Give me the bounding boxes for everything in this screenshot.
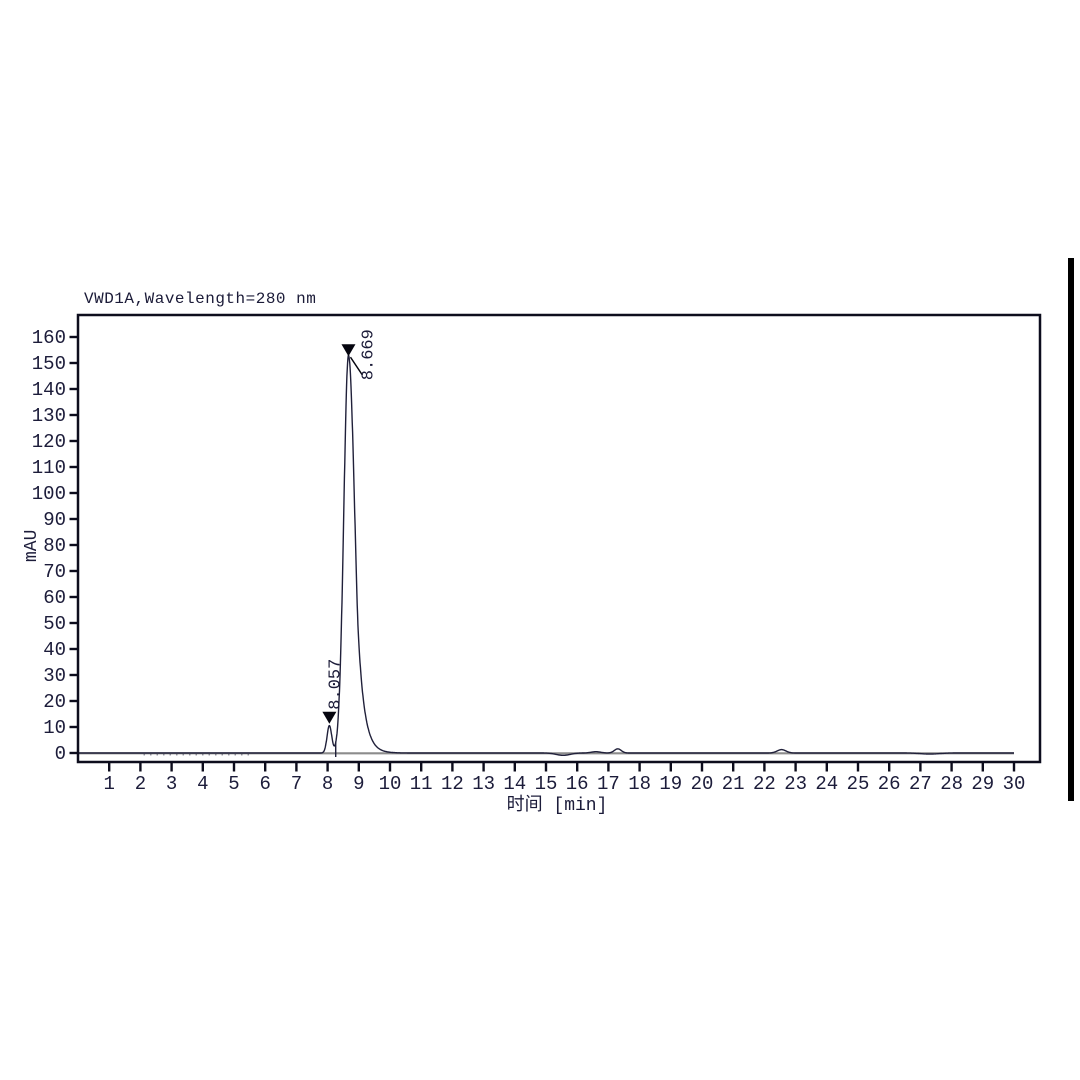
x-tick-label: 16 <box>566 773 589 795</box>
x-tick-label: 28 <box>940 773 963 795</box>
x-tick-label: 29 <box>971 773 994 795</box>
x-tick-label: 18 <box>628 773 651 795</box>
x-tick-label: 23 <box>784 773 807 795</box>
x-tick-label: 5 <box>228 773 239 795</box>
y-tick-label: 110 <box>32 457 66 479</box>
y-tick-label: 60 <box>43 587 66 609</box>
x-tick-label: 11 <box>410 773 433 795</box>
y-tick-label: 40 <box>43 639 66 661</box>
peak-marker-icon <box>322 711 337 724</box>
y-axis-title: mAU <box>22 530 42 562</box>
x-tick-label: 20 <box>691 773 714 795</box>
x-tick-label: 27 <box>909 773 932 795</box>
y-tick-label: 120 <box>32 431 66 453</box>
x-tick-label: 6 <box>259 773 270 795</box>
y-tick-label: 30 <box>43 665 66 687</box>
peak-retention-label: 8.057 <box>326 659 345 710</box>
x-tick-label: 14 <box>503 773 526 795</box>
x-tick-label: 7 <box>291 773 302 795</box>
y-tick-label: 20 <box>43 691 66 713</box>
y-tick-label: 140 <box>32 379 66 401</box>
y-tick-label: 50 <box>43 613 66 635</box>
scan-edge-artifact <box>1068 258 1074 801</box>
peak-marker-icon <box>341 344 356 357</box>
x-tick-label: 15 <box>535 773 558 795</box>
x-tick-label: 25 <box>847 773 870 795</box>
x-tick-label: 10 <box>379 773 402 795</box>
x-tick-label: 1 <box>103 773 114 795</box>
y-tick-label: 70 <box>43 561 66 583</box>
x-tick-label: 3 <box>166 773 177 795</box>
x-tick-label: 19 <box>659 773 682 795</box>
x-tick-label: 21 <box>722 773 745 795</box>
x-tick-label: 13 <box>472 773 495 795</box>
y-tick-label: 130 <box>32 405 66 427</box>
x-tick-label: 17 <box>597 773 620 795</box>
y-tick-label: 100 <box>32 483 66 505</box>
x-tick-label: 30 <box>1003 773 1026 795</box>
chart-title: VWD1A,Wavelength=280 nm <box>84 290 316 308</box>
y-tick-label: 0 <box>55 743 66 765</box>
x-tick-label: 24 <box>815 773 838 795</box>
x-tick-label: 8 <box>322 773 333 795</box>
plot-border <box>76 313 1042 764</box>
plot-area: 1 2 3 4 5 6 7 8 9 10 11 12 13 14 15 16 17 18 19 20 21 22 23 24 2… <box>32 327 1026 795</box>
x-tick-label: 4 <box>197 773 208 795</box>
x-tick-label: 12 <box>441 773 464 795</box>
y-tick-label: 160 <box>32 327 66 349</box>
y-tick-label: 150 <box>32 353 66 375</box>
peak-retention-label: 8.669 <box>359 329 378 380</box>
x-axis-title: 时间 [min] <box>507 794 608 816</box>
peak-label-leader <box>349 356 364 376</box>
y-tick-label: 80 <box>43 535 66 557</box>
x-tick-label: 2 <box>135 773 146 795</box>
y-tick-label: 10 <box>43 717 66 739</box>
y-tick-label: 90 <box>43 509 66 531</box>
x-tick-label: 9 <box>353 773 364 795</box>
x-tick-label: 26 <box>878 773 901 795</box>
x-tick-label: 22 <box>753 773 776 795</box>
signal-trace <box>77 354 1015 756</box>
